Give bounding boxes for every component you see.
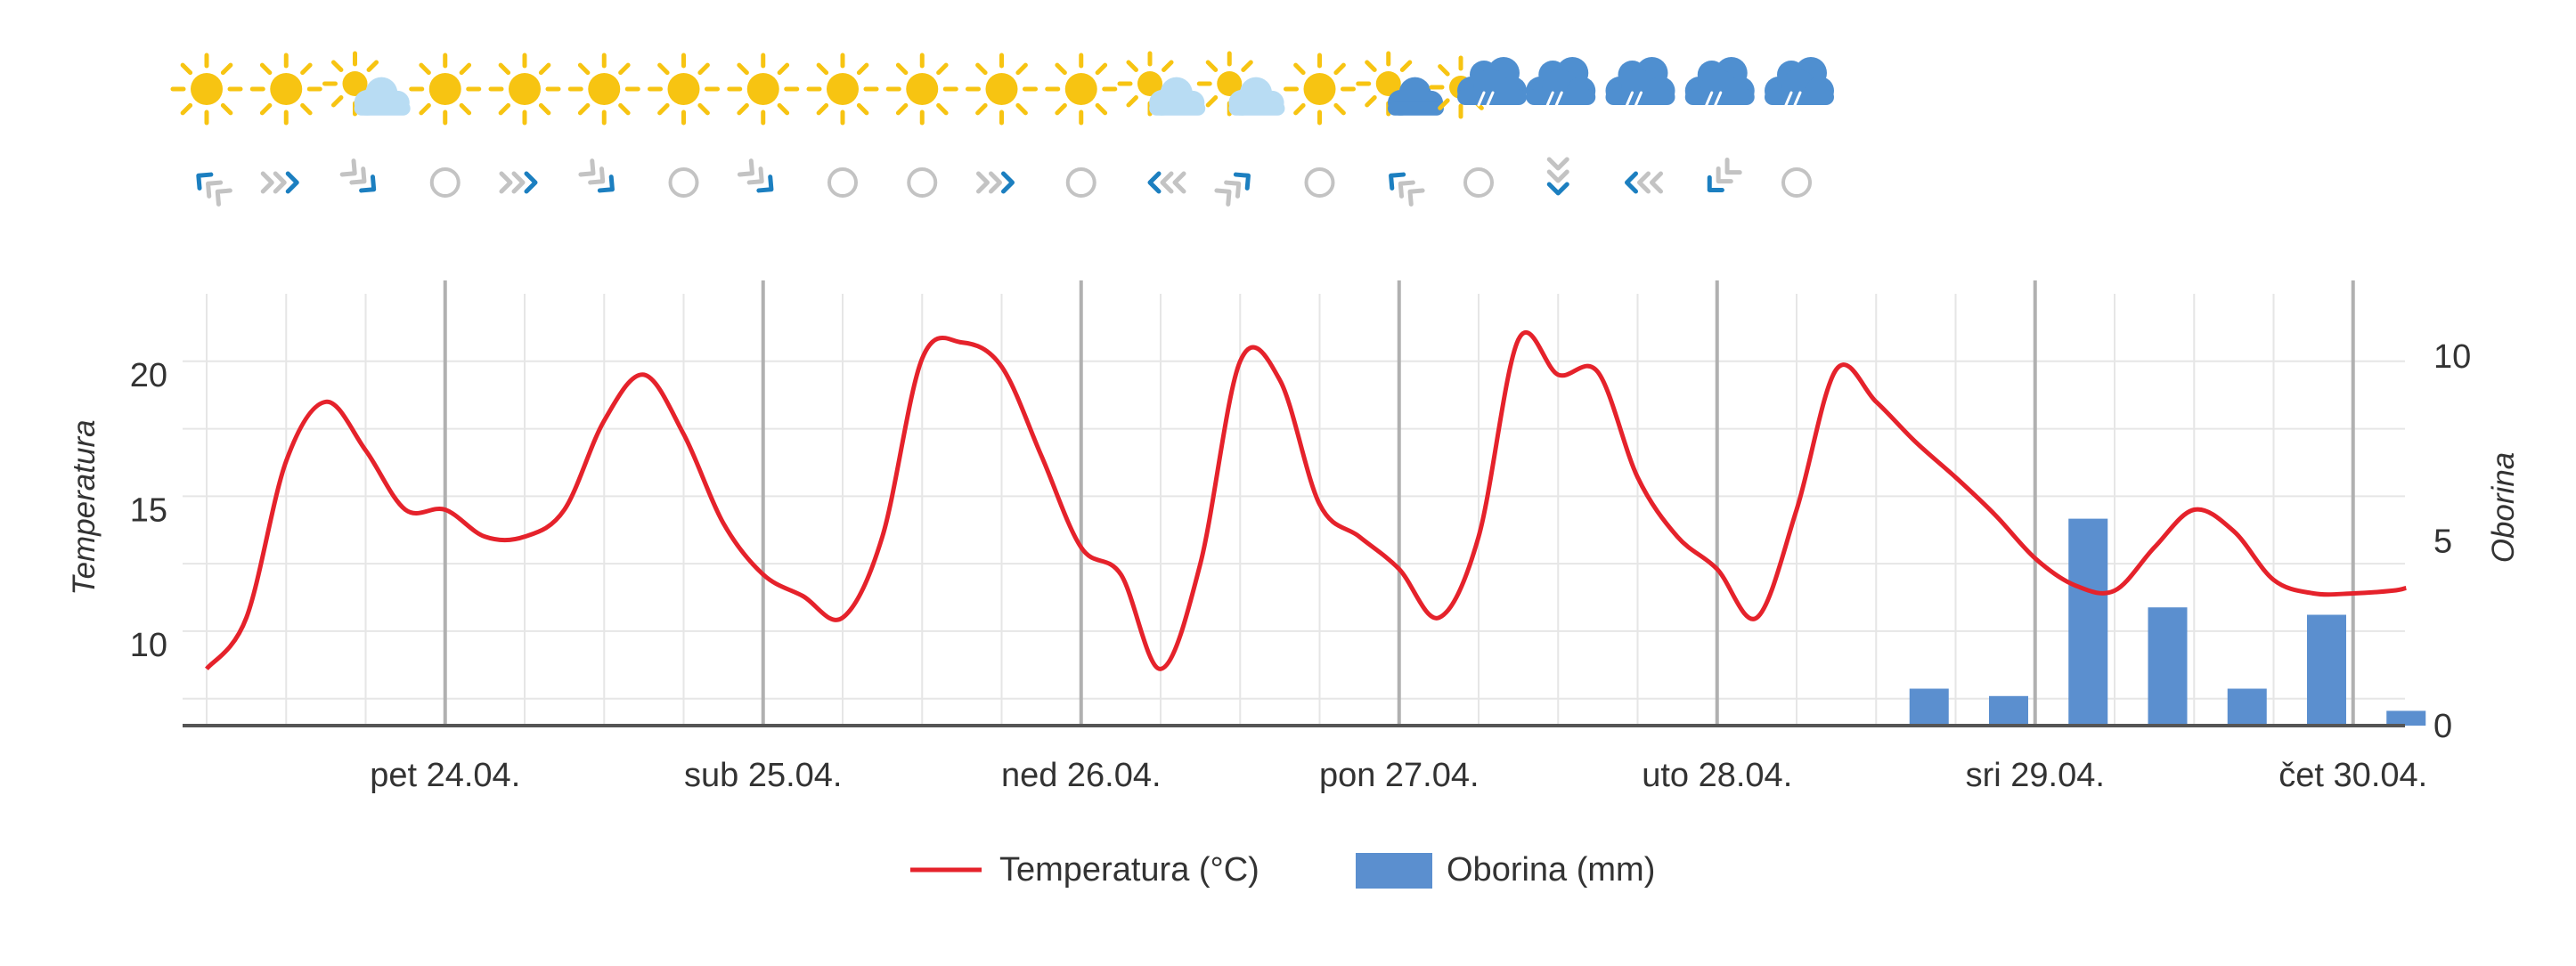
precip-bar[interactable] (2148, 607, 2188, 726)
wind-se-arrow-icon (737, 158, 774, 193)
partly-cloudy-light-icon (1196, 51, 1285, 117)
y-right-axis-title: Oborina (2486, 452, 2521, 564)
wind-w-arrow-icon (1625, 171, 1663, 194)
legend-temperature-label[interactable]: Temperatura (°C) (999, 851, 1259, 889)
y-left-tick-label: 15 (130, 492, 167, 530)
sun-icon (727, 53, 800, 126)
temperature-line (205, 329, 2407, 671)
x-tick-label: pon 27.04. (1319, 757, 1480, 794)
wind-calm-circle-icon (1304, 167, 1335, 198)
wind-ne-arrow-icon (1214, 172, 1251, 207)
chart-grid (183, 280, 2405, 726)
sun-icon (488, 53, 561, 126)
precip-bar[interactable] (1909, 688, 1949, 727)
sun-icon (885, 53, 958, 126)
x-tick-label: sub 25.04. (684, 757, 842, 794)
rain-cloud-icon (1526, 57, 1596, 107)
rain-cloud-icon (1605, 57, 1675, 107)
sun-icon (806, 53, 879, 126)
sun-icon (567, 53, 640, 126)
legend-precip-swatch[interactable] (1356, 853, 1432, 889)
precipitation-bars (1909, 518, 2426, 727)
wind-calm-circle-icon (907, 167, 938, 198)
weather-icons-row (170, 51, 1834, 126)
chart-legend: Temperatura (°C) Oborina (mm) (910, 851, 1655, 889)
partly-cloudy-light-icon (1117, 51, 1206, 117)
y-left-axis-title: Temperatura (67, 419, 102, 595)
wind-calm-circle-icon (1781, 167, 1812, 198)
x-tick-label: pet 24.04. (370, 757, 520, 794)
x-tick-label: sri 29.04. (1966, 757, 2105, 794)
y-right-tick-label: 0 (2433, 708, 2452, 745)
wind-sw-arrow-icon (1707, 158, 1742, 192)
wind-e-arrow-icon (499, 171, 538, 194)
y-left-tick-label: 10 (130, 627, 167, 664)
wind-w-arrow-icon (1147, 171, 1186, 194)
wind-s-arrow-icon (1546, 157, 1569, 196)
sun-icon (648, 53, 720, 126)
y-right-tick-label: 5 (2433, 524, 2452, 561)
temperature-series-line[interactable] (205, 329, 2407, 671)
wind-calm-circle-icon (1463, 167, 1494, 198)
precip-bar[interactable] (2227, 688, 2267, 727)
sun-icon (966, 53, 1038, 126)
x-tick-label: čet 30.04. (2278, 757, 2427, 794)
wind-calm-circle-icon (429, 167, 461, 198)
wind-e-arrow-icon (260, 171, 299, 194)
sun-icon (1284, 53, 1356, 126)
sun-icon (249, 53, 322, 126)
wind-nw-arrow-icon (196, 172, 232, 207)
precip-bar[interactable] (2386, 710, 2426, 726)
y-right-tick-label: 10 (2433, 338, 2471, 376)
sun-rain-icon (1429, 55, 1527, 119)
sun-icon (170, 53, 243, 126)
x-tick-label: uto 28.04. (1642, 757, 1792, 794)
wind-nw-arrow-icon (1389, 172, 1425, 207)
precip-bar[interactable] (2307, 614, 2346, 727)
precip-bar[interactable] (2068, 518, 2108, 726)
wind-e-arrow-icon (976, 171, 1015, 194)
rain-cloud-icon (1684, 57, 1755, 107)
wind-calm-circle-icon (668, 167, 699, 198)
precip-bar[interactable] (1989, 695, 2028, 726)
partly-cloudy-dark-icon (1356, 51, 1444, 117)
rain-cloud-icon (1765, 57, 1834, 107)
chart-axes: pet 24.04. sub 25.04. ned 26.04. pon 27.04.… (130, 338, 2472, 794)
sun-icon (1045, 53, 1118, 126)
legend-precip-label[interactable]: Oborina (mm) (1447, 851, 1655, 889)
y-left-tick-label: 20 (130, 357, 167, 394)
wind-icons-row (196, 157, 1812, 207)
x-tick-label: ned 26.04. (1001, 757, 1162, 794)
wind-calm-circle-icon (1065, 167, 1096, 198)
partly-cloudy-light-icon (322, 51, 411, 117)
sun-icon (409, 53, 482, 126)
wind-se-arrow-icon (578, 158, 615, 193)
wind-calm-circle-icon (827, 167, 858, 198)
wind-se-arrow-icon (339, 158, 377, 193)
